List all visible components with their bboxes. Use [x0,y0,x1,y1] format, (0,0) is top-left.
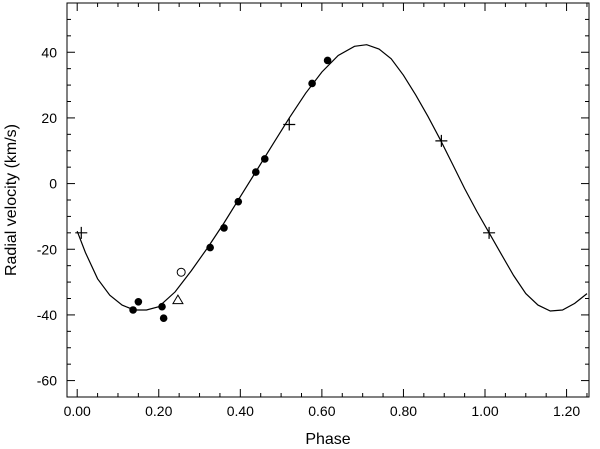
y-tick-label: -60 [37,373,57,389]
filled-circle-point [260,155,269,163]
y-tick-label: 40 [41,44,57,60]
x-tick-label: 0.00 [64,403,91,419]
filled-circle-point [129,306,137,314]
x-tick-label: 0.80 [390,403,417,419]
x-tick-label: 0.40 [227,403,254,419]
y-tick-label: -20 [37,241,57,257]
filled-circle-point [252,168,260,176]
y-tick-label: -40 [37,307,57,323]
filled-circle-point [308,79,316,88]
filled-circle-point [234,197,243,206]
filled-circle-point [220,224,228,232]
x-axis-label: Phase [305,431,350,448]
axis-tick-labels: 0.00 0.20 0.40 0.60 0.80 1.00 1.20 -60 -40 -20 0 20… [37,44,581,419]
axis-ticks [67,2,589,398]
x-tick-label: 1.00 [471,403,498,419]
y-tick-label: 20 [41,110,57,126]
plus-point [75,226,88,239]
plus-point [283,118,296,131]
plus-point [483,226,496,239]
plus-point [435,134,448,147]
x-tick-label: 0.60 [308,403,335,419]
y-axis-label: Radial velocity (km/s) [3,124,20,276]
x-tick-label: 1.20 [553,403,580,419]
filled-circle-point [323,56,332,65]
data-points [75,56,496,323]
open-circle-point [176,267,186,277]
filled-circle-point [159,314,168,323]
filled-circle-point [206,243,214,252]
filled-circle-point [134,297,143,306]
y-tick-label: 0 [49,176,57,192]
filled-circle-point [158,302,166,311]
fitted-curve-line [76,44,588,312]
open-triangle-point [172,294,184,305]
x-tick-label: 0.20 [145,403,172,419]
